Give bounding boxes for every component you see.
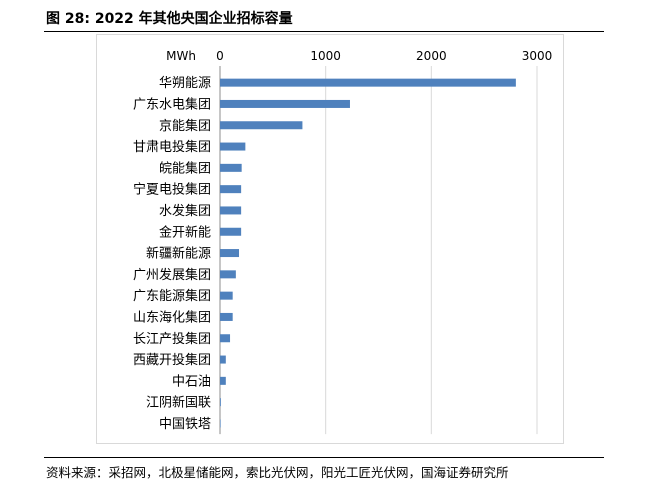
- category-label: 山东海化集团: [133, 309, 211, 325]
- source-rule: [44, 457, 604, 458]
- bar: [220, 206, 242, 215]
- bar: [220, 270, 236, 279]
- bar: [220, 78, 516, 87]
- grid-layer: [219, 66, 538, 435]
- bar: [220, 99, 350, 108]
- bar: [220, 398, 221, 407]
- category-label: 中石油: [172, 374, 211, 389]
- bar: [220, 419, 221, 428]
- chart-frame: [96, 34, 564, 444]
- bar: [220, 185, 242, 194]
- category-label: 新疆新能源: [146, 246, 211, 262]
- category-label: 皖能集团: [159, 160, 211, 176]
- x-tick-label: 2000: [416, 49, 447, 63]
- bar: [220, 334, 231, 343]
- bar: [220, 142, 246, 151]
- tick-layer: 0 1000 2000 3000: [216, 49, 552, 63]
- category-layer: 华朔能源广东水电集团京能集团甘肃电投集团皖能集团宁夏电投集团水发集团金开新能新疆…: [133, 76, 211, 432]
- bar: [220, 312, 233, 321]
- category-label: 西藏开投集团: [133, 352, 211, 368]
- category-label: 广东水电集团: [133, 96, 211, 112]
- category-label: 宁夏电投集团: [133, 182, 211, 198]
- category-label: 华朔能源: [159, 76, 211, 91]
- bar: [220, 376, 226, 385]
- source-note: 资料来源：采招网，北极星储能网，索比光伏网，阳光工匠光伏网，国海证券研究所: [46, 465, 509, 480]
- category-label: 广州发展集团: [133, 267, 211, 283]
- bar: [220, 355, 226, 364]
- category-label: 水发集团: [159, 203, 211, 219]
- axis-layer: MWh: [166, 49, 196, 63]
- x-tick-label: 1000: [310, 49, 341, 63]
- bar-layer: [220, 78, 516, 428]
- category-label: 金开新能: [159, 224, 211, 240]
- category-label: 江阴新国联: [146, 395, 211, 411]
- x-tick-label: 0: [216, 49, 224, 63]
- unit-label: MWh: [166, 49, 196, 63]
- title-rule: [44, 31, 604, 32]
- category-label: 中国铁塔: [159, 417, 211, 432]
- bar: [220, 121, 303, 130]
- x-tick-label: 3000: [522, 49, 553, 63]
- category-label: 长江产投集团: [133, 331, 211, 347]
- category-label: 京能集团: [159, 118, 211, 134]
- bar: [220, 291, 233, 300]
- category-label: 甘肃电投集团: [133, 139, 211, 155]
- bar: [220, 227, 242, 236]
- figure-title: 图 28: 2022 年其他央国企业招标容量: [46, 11, 293, 27]
- bar: [220, 249, 240, 258]
- category-label: 广东能源集团: [133, 288, 211, 304]
- bar: [220, 163, 242, 172]
